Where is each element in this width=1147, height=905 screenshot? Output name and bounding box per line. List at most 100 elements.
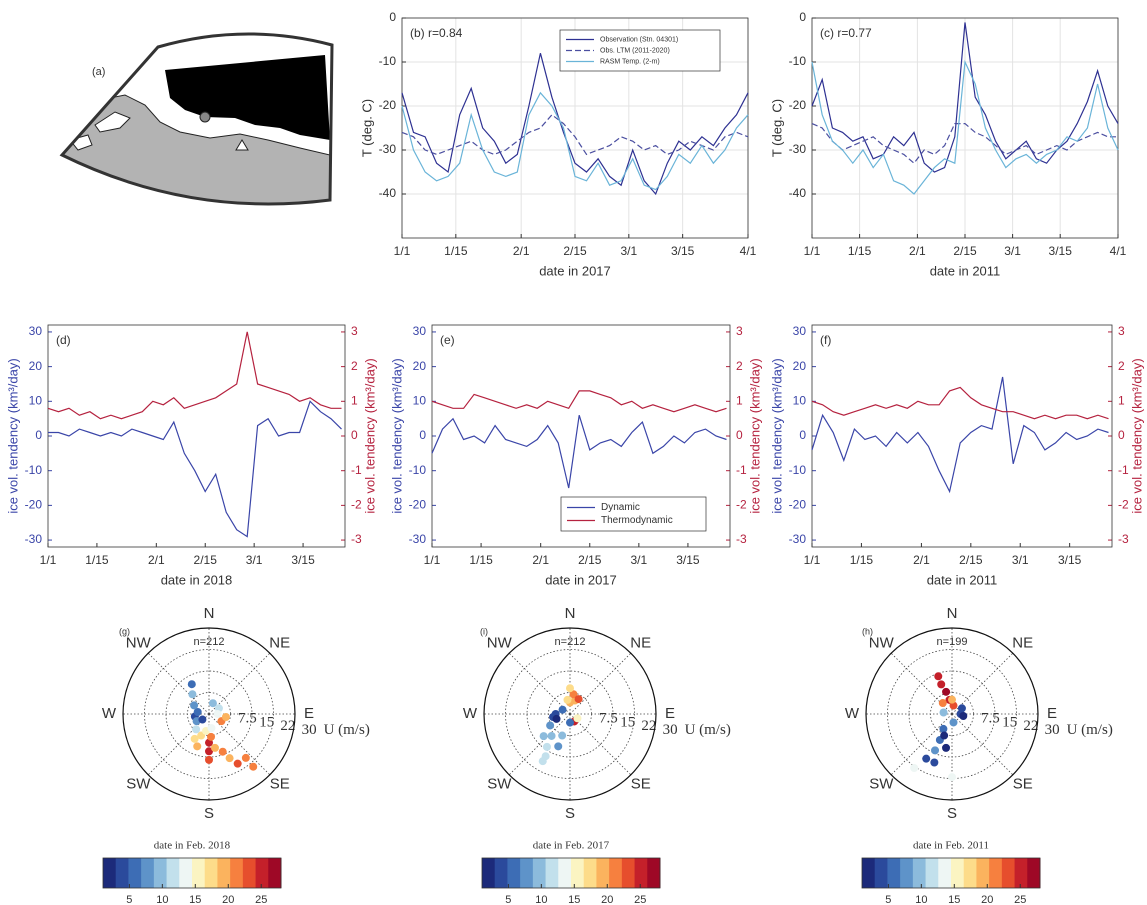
- spoke: [951, 652, 1014, 715]
- series-line: [431, 415, 727, 489]
- colorbar-step: [900, 858, 914, 888]
- series-line: [811, 59, 1119, 195]
- point: [940, 731, 949, 740]
- x-tick-label: 1/15: [848, 244, 872, 258]
- colorbar-step: [204, 858, 218, 888]
- y-tick-label: 20: [29, 359, 43, 373]
- point: [192, 725, 201, 734]
- x-axis-label: date in 2018: [161, 572, 233, 587]
- y2-tick-label: -1: [351, 463, 362, 477]
- y2-tick-label: 1: [736, 393, 743, 407]
- direction-label: SW: [869, 776, 894, 793]
- direction-label: W: [102, 705, 117, 722]
- x-tick-label: 2/15: [953, 244, 977, 258]
- point: [218, 747, 227, 756]
- direction-label: SW: [487, 776, 512, 793]
- y-tick-label: -10: [409, 463, 427, 477]
- colorbar-step: [583, 858, 597, 888]
- point: [205, 755, 213, 764]
- direction-label: N: [947, 605, 958, 622]
- point: [948, 695, 956, 704]
- y-tick-label: 0: [799, 10, 806, 24]
- colorbar-step: [545, 858, 559, 888]
- y-tick-label: -20: [379, 98, 397, 112]
- colorbar-step: [128, 858, 142, 888]
- polar-ring: [526, 670, 614, 758]
- polar-frame: [865, 627, 1039, 801]
- x-tick-label: 2/1: [148, 553, 165, 567]
- direction-label: S: [947, 805, 957, 822]
- y-tick-label: 0: [35, 428, 42, 442]
- panel-label: (g): [119, 626, 130, 636]
- x-tick-label: 3/15: [676, 553, 700, 567]
- point: [558, 731, 567, 740]
- colorbar-step: [268, 858, 282, 888]
- x-tick-label: 3/1: [246, 553, 263, 567]
- direction-label: S: [204, 805, 214, 822]
- colorbar-tick-label: 15: [568, 894, 580, 905]
- point: [205, 747, 213, 756]
- r-tick-label: 22: [280, 718, 295, 734]
- point: [939, 708, 948, 717]
- polar-ring: [144, 649, 274, 779]
- y-tick-label: 0: [389, 10, 396, 24]
- point: [539, 732, 548, 741]
- line-panel: 1/1 1/15 2/1 2/15 3/1 3/15-30-20-100102030-3-…: [389, 324, 762, 587]
- point: [949, 718, 958, 727]
- colorbar-tick-label: 25: [255, 894, 267, 905]
- polar-ring: [548, 692, 592, 736]
- x-tick-label: 4/1: [740, 244, 757, 258]
- y-tick-label: -10: [789, 54, 807, 68]
- y2-tick-label: -3: [1118, 532, 1129, 546]
- colorbar-step: [255, 858, 269, 888]
- colorbar-step: [925, 858, 939, 888]
- colorbar-tick-label: 20: [222, 894, 234, 905]
- point: [937, 680, 946, 689]
- colorbar-tick-label: 5: [505, 894, 511, 905]
- colorbar-step: [989, 858, 1003, 888]
- colorbar-step: [103, 858, 117, 888]
- y-axis-label: ice vol. tendency (km³/day): [5, 358, 20, 513]
- colorbar-step: [192, 858, 206, 888]
- point: [193, 708, 202, 717]
- x-tick-label: 2/15: [578, 553, 602, 567]
- colorbar-step: [507, 858, 521, 888]
- y-axis-label: ice vol. tendency (km³/day): [389, 358, 404, 513]
- x-axis-label: date in 2011: [930, 263, 1001, 278]
- y2-axis-label: ice vol. tendency (km³/day): [747, 358, 762, 513]
- r-tick-label: 22: [641, 718, 656, 734]
- y-tick-label: -30: [25, 532, 43, 546]
- x-tick-label: 1/1: [40, 553, 57, 567]
- series-line: [811, 376, 1109, 494]
- y-axis-label: T (deg. C): [769, 99, 784, 157]
- line-panel: 1/1 1/15 2/1 2/15 3/1 3/15-30-20-100102030-3-…: [5, 324, 377, 587]
- direction-label: N: [565, 605, 576, 622]
- point: [942, 687, 951, 696]
- direction-label: W: [845, 705, 860, 722]
- y2-tick-label: 2: [1118, 359, 1125, 373]
- point: [542, 742, 551, 751]
- point: [959, 711, 968, 720]
- r-axis-label: U (m/s): [324, 722, 370, 738]
- point: [249, 762, 258, 771]
- series-line: [401, 91, 749, 191]
- y2-tick-label: -2: [1118, 498, 1129, 512]
- y-tick-label: -30: [789, 532, 807, 546]
- x-tick-label: 3/15: [1058, 553, 1082, 567]
- y2-tick-label: 0: [351, 428, 358, 442]
- y-tick-label: -20: [25, 498, 43, 512]
- point: [187, 680, 196, 689]
- y-tick-label: -40: [789, 186, 807, 200]
- colorbar-tick-label: 10: [535, 894, 547, 905]
- y-tick-label: -40: [379, 186, 397, 200]
- series-line: [401, 53, 749, 196]
- point: [206, 732, 215, 741]
- colorbar-step: [963, 858, 977, 888]
- colorbar-frame: [102, 857, 282, 889]
- r-tick-label: 15: [259, 714, 274, 730]
- series-line: [811, 22, 1119, 173]
- polar-frame: [483, 627, 657, 801]
- plot-frame: [47, 324, 346, 548]
